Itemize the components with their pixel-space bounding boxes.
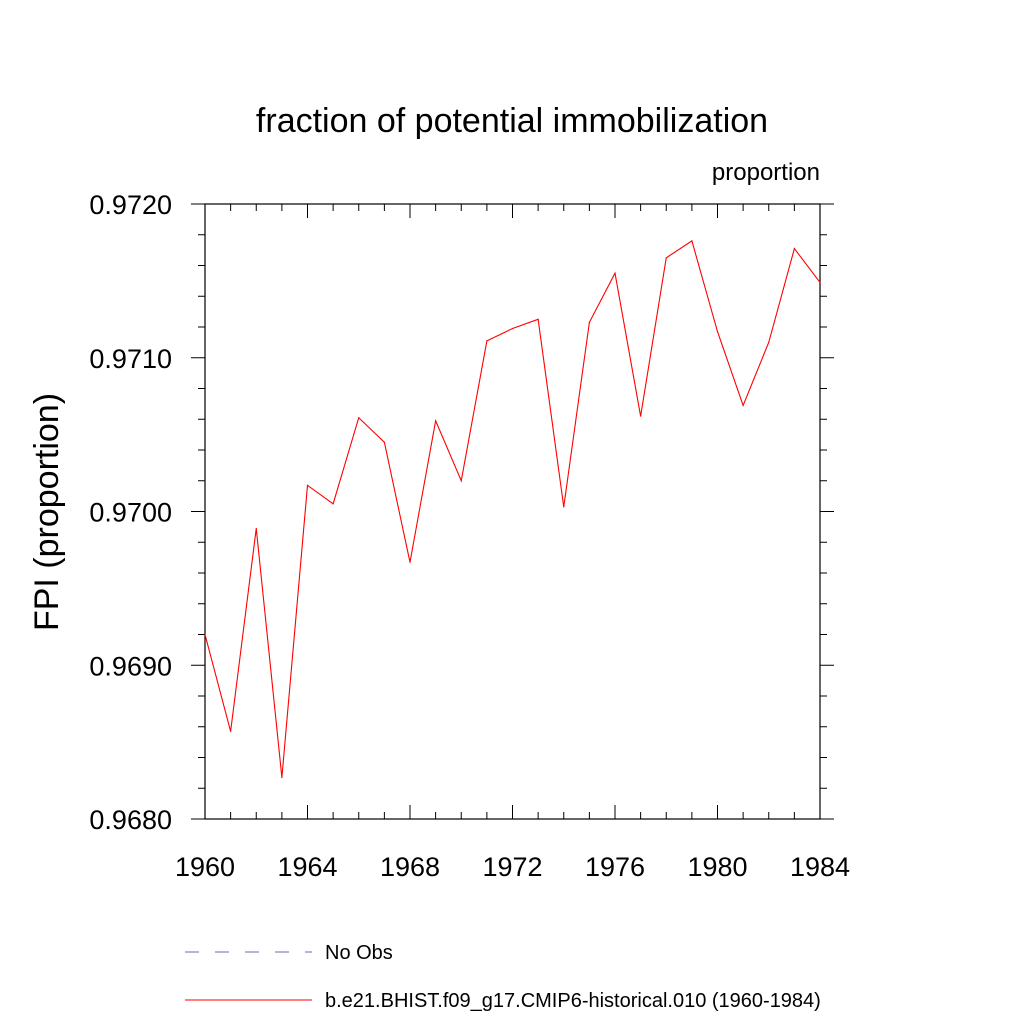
y-tick-label: 0.9710 bbox=[89, 344, 172, 374]
data-point bbox=[281, 776, 283, 779]
data-point bbox=[511, 327, 514, 330]
data-point bbox=[306, 484, 309, 486]
data-point bbox=[588, 321, 590, 323]
x-tick-label: 1976 bbox=[585, 852, 645, 882]
y-tick-label: 0.9680 bbox=[89, 805, 172, 835]
x-tick-label: 1984 bbox=[790, 852, 850, 882]
data-point bbox=[665, 257, 667, 259]
x-tick-label: 1964 bbox=[277, 852, 337, 882]
chart-title: fraction of potential immobilization bbox=[256, 102, 768, 140]
data-point bbox=[563, 506, 565, 508]
data-point bbox=[409, 561, 411, 563]
legend: No Obs b.e21.BHIST.f09_g17.CMIP6-historic… bbox=[185, 942, 821, 1012]
y-tick-label: 0.9720 bbox=[89, 190, 172, 220]
plot-frame bbox=[204, 203, 821, 820]
data-point bbox=[793, 247, 795, 250]
data-point bbox=[204, 633, 206, 636]
data-point bbox=[768, 341, 770, 343]
data-point bbox=[537, 318, 539, 320]
data-point bbox=[358, 417, 360, 419]
data-point bbox=[435, 420, 437, 422]
x-tick-label: 1960 bbox=[175, 852, 235, 882]
data-point bbox=[640, 415, 642, 417]
x-tick-label: 1980 bbox=[687, 852, 747, 882]
y-tick-label: 0.9700 bbox=[89, 498, 172, 528]
data-point bbox=[614, 272, 616, 274]
data-point bbox=[230, 730, 232, 732]
data-point bbox=[383, 441, 385, 443]
y-axis-label: FPI (proportion) bbox=[28, 393, 66, 631]
axes: 1960 1964 1968 1972 1976 1980 1984 0.9680 0.9690… bbox=[89, 190, 850, 882]
legend-label-1: b.e21.BHIST.f09_g17.CMIP6-historical.010… bbox=[325, 990, 821, 1012]
data-point bbox=[460, 480, 462, 482]
chart-subtitle: proportion bbox=[712, 159, 820, 186]
x-tick-label: 1968 bbox=[380, 852, 440, 882]
data-point bbox=[716, 331, 719, 333]
data-point bbox=[486, 340, 488, 342]
y-tick-label: 0.9690 bbox=[89, 651, 172, 681]
data-point bbox=[691, 240, 693, 242]
legend-label-0: No Obs bbox=[325, 942, 393, 964]
data-point bbox=[742, 404, 744, 407]
series-layer bbox=[204, 240, 821, 779]
data-point bbox=[332, 503, 334, 505]
data-point bbox=[819, 281, 821, 284]
x-tick-label: 1972 bbox=[482, 852, 542, 882]
data-point bbox=[255, 527, 257, 530]
series-line-0 bbox=[204, 240, 821, 778]
